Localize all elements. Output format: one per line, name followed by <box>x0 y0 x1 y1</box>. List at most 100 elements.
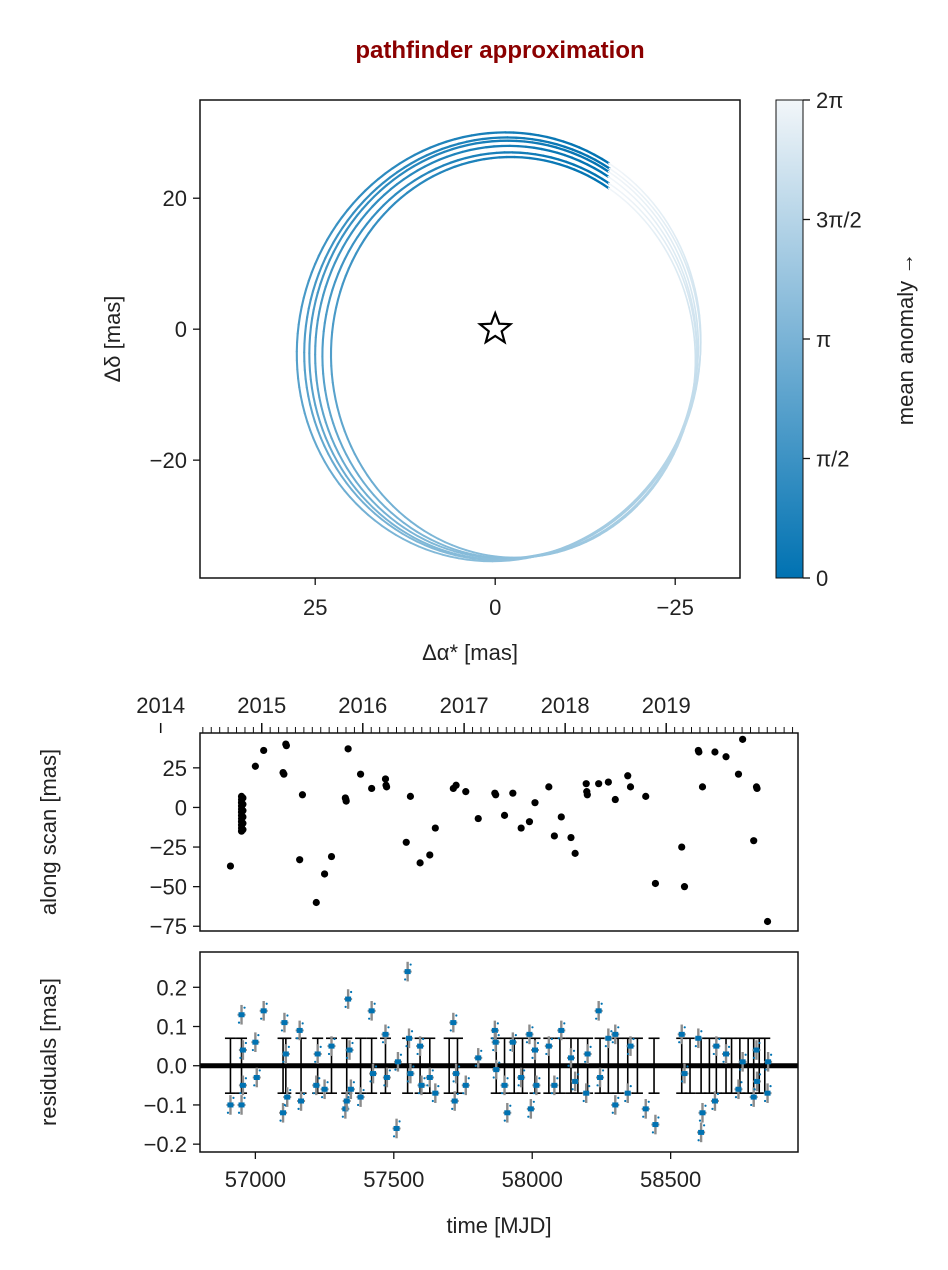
data-point <box>500 811 509 819</box>
orbit-segment <box>344 267 350 278</box>
residual-model <box>453 1071 460 1077</box>
residual-scatter-dot <box>318 1077 321 1080</box>
y-tick-label: −0.1 <box>144 1093 187 1118</box>
orbit-segment <box>683 254 689 265</box>
data-point <box>750 837 758 845</box>
residual-scatter-dot <box>752 1056 756 1059</box>
orbit-segment <box>694 372 698 383</box>
orbit-segment <box>664 241 670 250</box>
orbit-segment <box>585 533 595 540</box>
residual-model <box>382 1031 389 1037</box>
orbit-segment <box>470 132 482 137</box>
orbit-segment <box>389 171 399 179</box>
residual-model <box>518 1074 525 1080</box>
residual-model <box>584 1051 591 1057</box>
orbit-segment <box>660 462 667 472</box>
residual-point <box>367 1001 376 1021</box>
orbit-segment <box>624 502 634 510</box>
orbit-segment <box>633 202 641 211</box>
orbit-segment <box>573 168 583 174</box>
residual-model <box>753 1047 760 1053</box>
residual-model <box>595 1008 602 1014</box>
data-point <box>402 838 410 846</box>
orbit-segment <box>683 258 688 269</box>
residual-point <box>425 1067 434 1088</box>
orbit-segment <box>637 489 646 498</box>
colorbar-label: mean anomaly → <box>893 253 918 425</box>
orbit-segment <box>316 412 322 424</box>
residual-scatter-dot <box>492 1076 495 1079</box>
orbit-segment <box>336 406 341 417</box>
residual-point <box>344 989 353 1009</box>
residual-scatter-dot <box>678 1041 681 1044</box>
orbit-segment <box>475 158 486 162</box>
orbit-segment <box>407 179 416 186</box>
orbit-segment <box>596 529 606 536</box>
orbit-segment <box>427 167 437 174</box>
residual-point <box>550 1075 559 1096</box>
residual-scatter-dot <box>282 1060 285 1063</box>
orbit-segment <box>461 552 472 557</box>
residual-scatter-dot <box>260 1017 263 1020</box>
orbit-segment <box>490 139 502 143</box>
orbit-segment <box>563 148 574 154</box>
residual-point <box>594 1001 603 1021</box>
residual-model <box>501 1082 508 1088</box>
data-point <box>342 797 350 805</box>
orbit-segment <box>372 219 380 228</box>
residual-scatter-dot <box>423 1077 426 1080</box>
orbit-segment <box>664 235 670 244</box>
orbit-segment <box>334 398 339 409</box>
residual-point <box>596 1067 605 1088</box>
chart-title: pathfinder approximation <box>355 37 644 64</box>
orbit-segment <box>655 216 663 226</box>
orbit-segment <box>330 373 334 384</box>
orbit-segment <box>622 509 631 518</box>
orbit-segment <box>315 445 322 456</box>
orbit-segment <box>384 517 394 525</box>
orbit-segment <box>392 505 401 513</box>
orbit-segment <box>304 316 309 328</box>
residual-model <box>612 1102 619 1108</box>
orbit-segment <box>363 231 370 241</box>
orbit-segment <box>683 290 688 301</box>
orbit-segment <box>316 428 322 440</box>
orbit-segment <box>689 398 693 409</box>
orbit-segment <box>398 169 409 177</box>
orbit-segment <box>696 354 699 366</box>
orbit-segment <box>679 265 685 275</box>
orbit-segment <box>301 403 306 415</box>
orbit-segment <box>300 297 305 309</box>
orbit-segment <box>587 174 597 181</box>
orbit-segment <box>579 166 590 173</box>
residual-scatter-dot <box>320 1095 324 1099</box>
orbit-segment <box>467 159 478 164</box>
residual-scatter-dot <box>647 1100 650 1103</box>
year-tick-label: 2014 <box>136 693 185 718</box>
orbit-segment <box>346 467 353 477</box>
orbit-segment <box>696 296 700 308</box>
residual-scatter-dot <box>383 1084 386 1087</box>
orbit-segment <box>332 389 337 401</box>
error-bar <box>366 1037 378 1094</box>
orbit-segment <box>472 153 483 158</box>
orbit-segment <box>442 549 452 554</box>
residual-point <box>237 1095 246 1115</box>
orbit-segment <box>690 314 694 325</box>
orbit-segment <box>666 252 673 262</box>
orbit-segment <box>580 171 590 178</box>
orbit-segment <box>479 152 490 156</box>
orbit-segment <box>487 131 498 135</box>
orbit-segment <box>679 250 685 261</box>
orbit-segment <box>306 420 312 432</box>
residual-point <box>623 1083 632 1103</box>
residual-scatter-dot <box>527 1115 530 1118</box>
orbit-segment <box>445 153 456 158</box>
orbit-segment <box>315 379 319 391</box>
orbit-segment <box>357 199 366 208</box>
residual-point <box>680 1063 689 1084</box>
residual-model <box>328 1043 335 1049</box>
data-point <box>426 851 434 859</box>
orbit-segment <box>306 307 310 319</box>
orbit-segment <box>331 280 337 292</box>
